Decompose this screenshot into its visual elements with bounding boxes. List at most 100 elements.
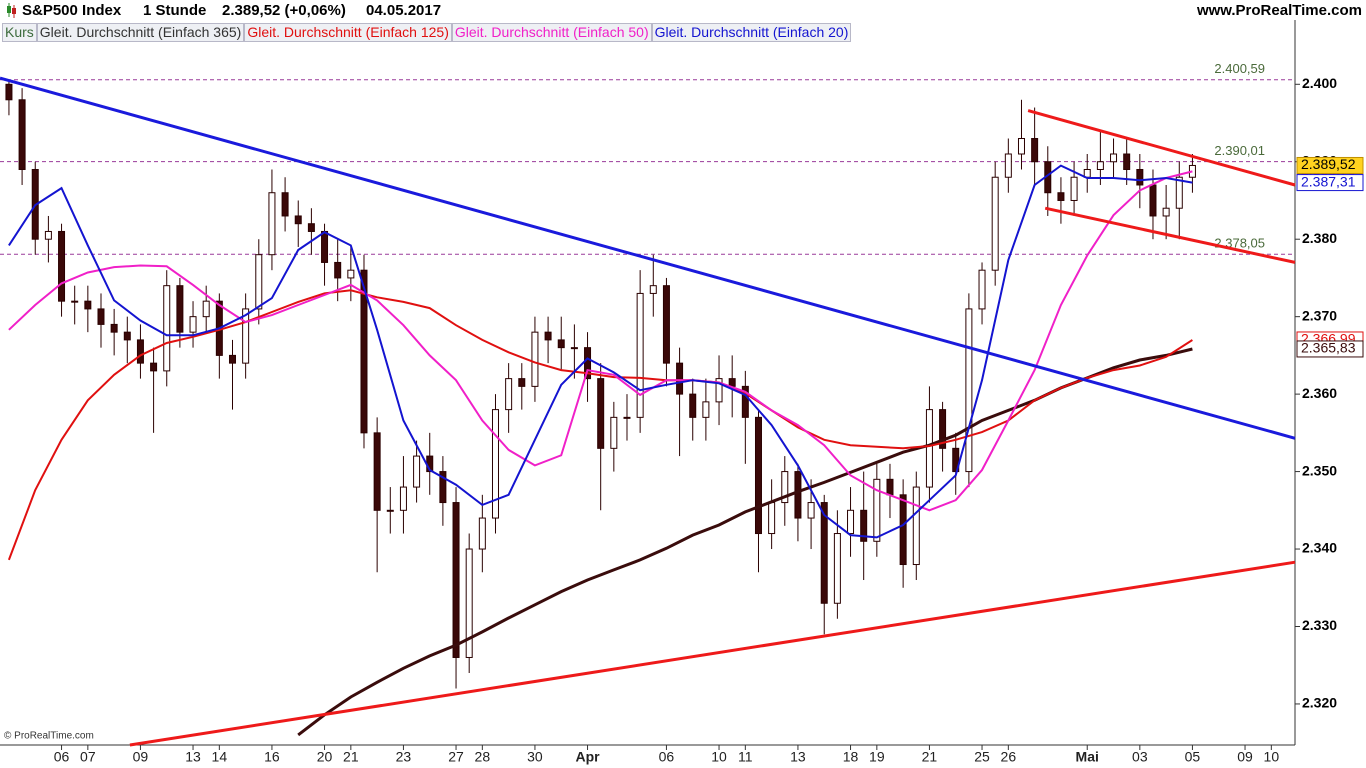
candle-body bbox=[807, 502, 815, 519]
candle-body bbox=[518, 378, 526, 387]
candle-body bbox=[71, 300, 79, 303]
candle-body bbox=[702, 401, 710, 418]
legend-item: Gleit. Durchschnitt (Einfach 125) bbox=[244, 23, 452, 42]
x-tick-label: 18 bbox=[843, 749, 859, 765]
candle-body bbox=[1123, 153, 1131, 170]
candle-body bbox=[1110, 153, 1118, 163]
candle-body bbox=[163, 285, 171, 372]
x-tick-label: 09 bbox=[1237, 749, 1253, 765]
legend-item: Gleit. Durchschnitt (Einfach 20) bbox=[651, 23, 852, 42]
candle-body bbox=[1031, 138, 1039, 163]
value-box-label: 2.389,52 bbox=[1301, 156, 1356, 172]
x-tick-label: 06 bbox=[659, 749, 675, 765]
candle-body bbox=[715, 378, 723, 403]
candle-body bbox=[321, 230, 329, 263]
candle-body bbox=[847, 509, 855, 535]
value-box-label: 2.365,83 bbox=[1301, 340, 1356, 356]
candle-body bbox=[478, 517, 486, 550]
value-box bbox=[1296, 340, 1364, 358]
x-tick-label: 05 bbox=[1185, 749, 1201, 765]
candle-body bbox=[452, 502, 460, 658]
candle-body bbox=[386, 509, 394, 512]
title: S&P500 Index bbox=[22, 2, 122, 19]
x-tick-label: Apr bbox=[575, 749, 600, 765]
candle-body bbox=[754, 416, 762, 535]
candle-body bbox=[18, 99, 26, 170]
x-tick-label: 14 bbox=[212, 749, 228, 765]
header: S&P500 Index 1 Stunde 2.389,52 (+0,06%) … bbox=[0, 0, 1366, 22]
x-tick-label: 26 bbox=[1001, 749, 1017, 765]
candle-body bbox=[465, 548, 473, 658]
candle-body bbox=[360, 269, 368, 434]
value-box bbox=[1296, 174, 1364, 192]
level-label: 2.400,59 bbox=[1214, 61, 1265, 76]
trend-line bbox=[0, 76, 1296, 440]
candle-body bbox=[1136, 168, 1144, 186]
candle-body bbox=[150, 362, 158, 372]
candle-body bbox=[676, 362, 684, 395]
candle-body bbox=[84, 300, 92, 310]
ma-line bbox=[7, 289, 1193, 561]
candle-body bbox=[307, 223, 315, 232]
x-tick-label: 07 bbox=[80, 749, 96, 765]
x-tick-label: 16 bbox=[264, 749, 280, 765]
candle-body bbox=[781, 471, 789, 504]
icon bbox=[7, 3, 16, 18]
candle-body bbox=[1162, 207, 1170, 217]
level-label: 2.378,05 bbox=[1214, 236, 1265, 251]
value-box bbox=[1296, 156, 1364, 174]
candle-body bbox=[912, 486, 920, 566]
y-tick-label: 2.330 bbox=[1302, 617, 1337, 633]
y-tick-label: 2.380 bbox=[1302, 230, 1337, 246]
candle-body bbox=[202, 300, 210, 318]
x-tick-label: 13 bbox=[790, 749, 806, 765]
candle-body bbox=[597, 378, 605, 449]
y-tick-label: 2.320 bbox=[1302, 695, 1337, 711]
timeframe: 1 Stunde bbox=[143, 2, 207, 19]
candle-body bbox=[939, 409, 947, 449]
candle-body bbox=[281, 192, 289, 217]
candle-body bbox=[860, 509, 868, 542]
candle-body bbox=[991, 176, 999, 271]
candle-body bbox=[347, 269, 355, 279]
candle-body bbox=[58, 230, 66, 302]
copyright: © ProRealTime.com bbox=[4, 731, 94, 742]
candle-body bbox=[399, 486, 407, 511]
x-tick-label: 09 bbox=[133, 749, 149, 765]
trend-line bbox=[1044, 206, 1296, 264]
candle-body bbox=[1017, 138, 1025, 155]
candle-body bbox=[925, 409, 933, 488]
y-tick-label: 2.370 bbox=[1302, 307, 1337, 323]
x-tick-label: 28 bbox=[475, 749, 491, 765]
candle-body bbox=[439, 471, 447, 504]
candle-body bbox=[176, 285, 184, 333]
candle-body bbox=[636, 292, 644, 418]
candle-body bbox=[584, 347, 592, 380]
x-tick-label: 06 bbox=[54, 749, 70, 765]
source: www.ProRealTime.com bbox=[1196, 2, 1362, 19]
x-tick-label: 10 bbox=[1264, 749, 1280, 765]
candle-body bbox=[491, 409, 499, 519]
x-tick-label: 11 bbox=[738, 749, 753, 765]
candle-body bbox=[978, 269, 986, 310]
candle-body bbox=[255, 254, 263, 310]
x-tick-label: 03 bbox=[1132, 749, 1148, 765]
candle-body bbox=[728, 378, 736, 387]
legend-item: Gleit. Durchschnitt (Einfach 50) bbox=[451, 23, 652, 42]
candle-body bbox=[794, 471, 802, 519]
candle-body bbox=[649, 285, 657, 294]
candle-body bbox=[189, 316, 197, 333]
candle-body bbox=[373, 432, 381, 511]
x-tick-label: 30 bbox=[527, 749, 543, 765]
candle-body bbox=[610, 416, 618, 449]
candle-body bbox=[623, 416, 631, 419]
candle-body bbox=[820, 502, 828, 604]
x-tick-label: 21 bbox=[922, 749, 938, 765]
candle-body bbox=[833, 533, 841, 604]
candle-body bbox=[1149, 184, 1157, 217]
candle-body bbox=[505, 378, 513, 411]
candle-body bbox=[768, 502, 776, 535]
ma-line bbox=[8, 170, 1193, 512]
x-tick-label: 25 bbox=[974, 749, 990, 765]
